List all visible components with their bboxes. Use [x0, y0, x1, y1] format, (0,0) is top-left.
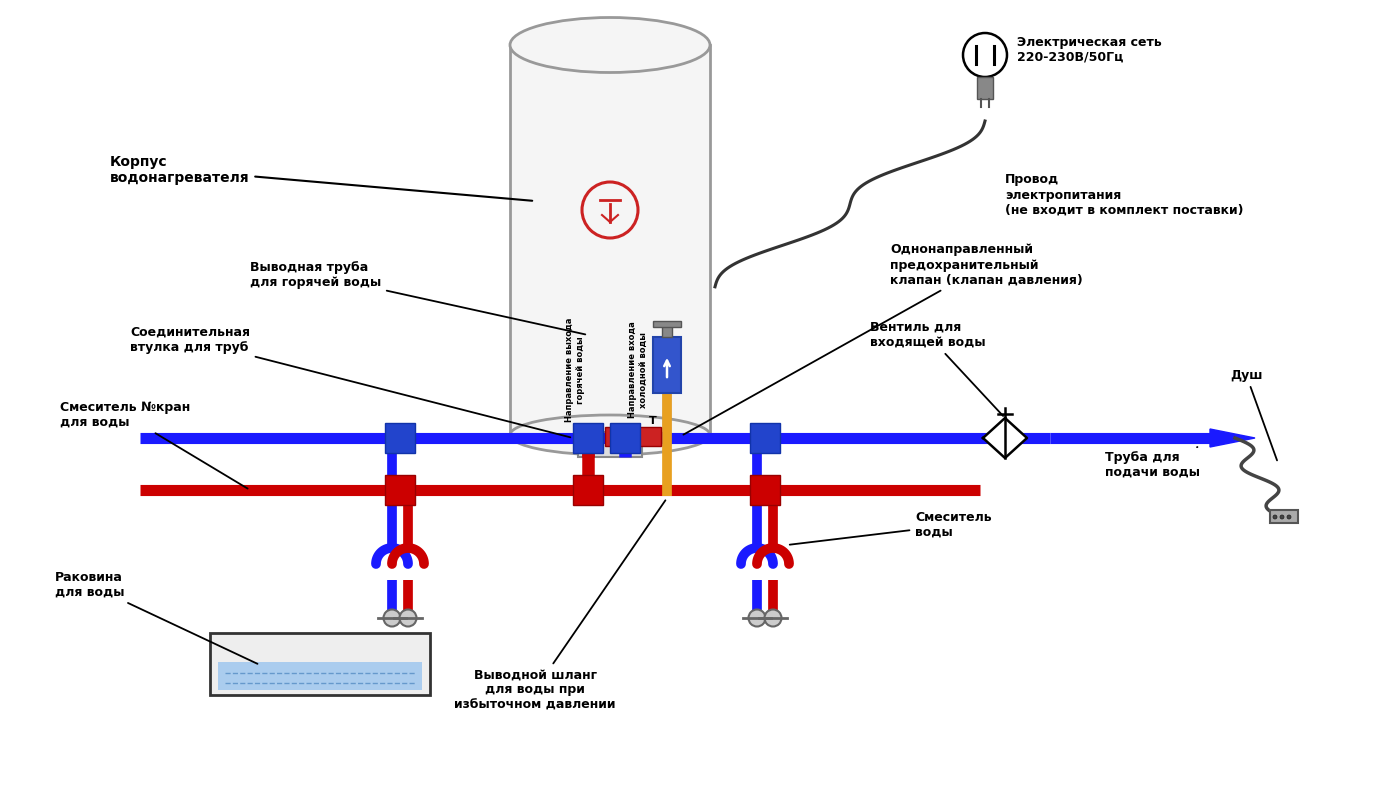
Text: Направление входа
холодной воды: Направление входа холодной воды: [628, 322, 648, 418]
Bar: [662, 323, 673, 337]
Text: Соединительная
втулка для труб: Соединительная втулка для труб: [130, 326, 570, 438]
Text: Смеситель №кран
для воды: Смеситель №кран для воды: [60, 401, 248, 489]
Circle shape: [583, 182, 638, 238]
Bar: [1271, 510, 1298, 523]
Circle shape: [764, 610, 782, 626]
Text: Корпус
водонагревателя: Корпус водонагревателя: [109, 155, 533, 201]
Text: Смеситель
воды: Смеситель воды: [790, 511, 991, 545]
Bar: [573, 423, 603, 453]
Bar: [509, 45, 710, 435]
Bar: [579, 432, 642, 457]
Text: Душ: Душ: [1230, 369, 1277, 460]
Circle shape: [1287, 515, 1291, 519]
Bar: [653, 321, 681, 327]
Bar: [385, 423, 415, 453]
Bar: [385, 475, 415, 505]
Bar: [977, 77, 992, 99]
Circle shape: [749, 610, 765, 626]
Bar: [210, 633, 430, 695]
Text: Электрическая сеть
220-230В/50Гц: Электрическая сеть 220-230В/50Гц: [1017, 36, 1161, 64]
Text: Выводная труба
для горячей воды: Выводная труба для горячей воды: [251, 261, 585, 334]
Text: Выводной шланг
для воды при
избыточном давлении: Выводной шланг для воды при избыточном д…: [454, 500, 666, 711]
Bar: [653, 337, 681, 393]
Circle shape: [383, 610, 400, 626]
Bar: [573, 475, 603, 505]
Circle shape: [400, 610, 417, 626]
Bar: [605, 427, 662, 446]
Text: Провод
электропитания
(не входит в комплект поставки): Провод электропитания (не входит в компл…: [1005, 174, 1243, 217]
Circle shape: [963, 33, 1008, 77]
Ellipse shape: [509, 415, 710, 455]
Text: Раковина
для воды: Раковина для воды: [55, 571, 257, 664]
Text: T: T: [649, 416, 657, 426]
Polygon shape: [1210, 429, 1255, 447]
Text: Направление выхода
горячей воды: Направление выхода горячей воды: [565, 318, 584, 422]
Circle shape: [1280, 515, 1284, 519]
Bar: [219, 662, 422, 690]
Circle shape: [1273, 515, 1277, 519]
Ellipse shape: [509, 18, 710, 73]
Text: Однонаправленный
предохранительный
клапан (клапан давления): Однонаправленный предохранительный клапа…: [684, 243, 1082, 434]
Text: Труба для
подачи воды: Труба для подачи воды: [1104, 447, 1200, 479]
Bar: [610, 423, 639, 453]
Text: Вентиль для
входящей воды: Вентиль для входящей воды: [871, 321, 1003, 416]
Bar: [750, 475, 781, 505]
Polygon shape: [983, 418, 1027, 458]
Bar: [750, 423, 781, 453]
